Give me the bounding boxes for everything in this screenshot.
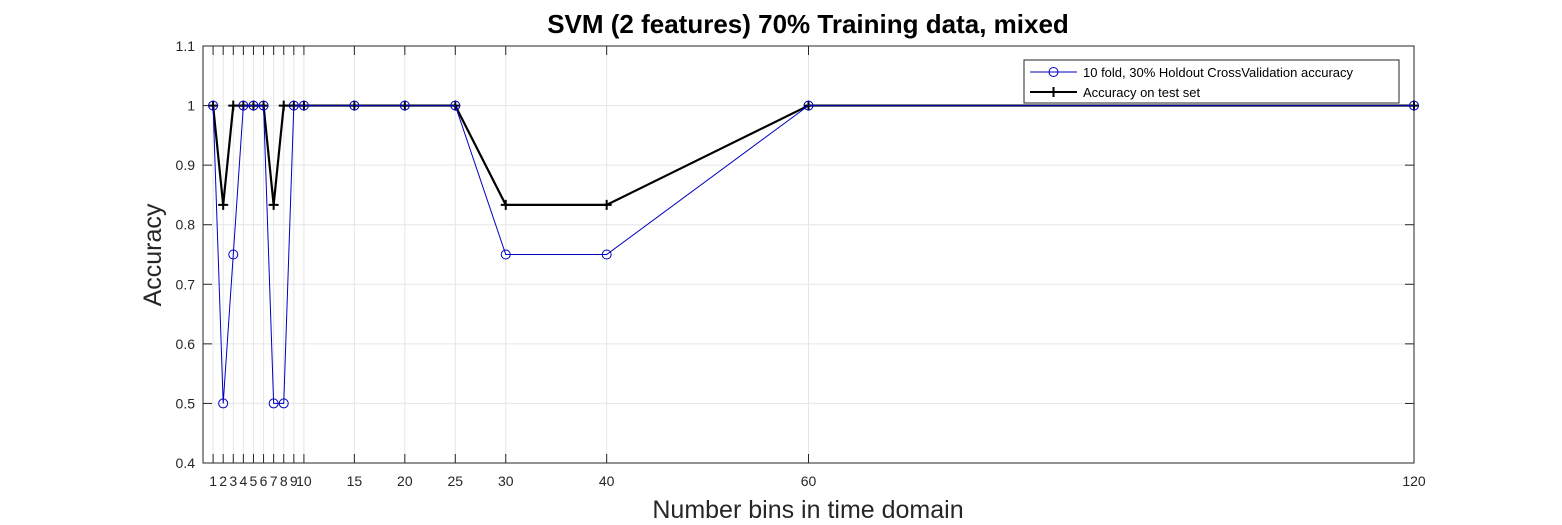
test-point — [268, 199, 279, 210]
test-point — [500, 199, 511, 210]
series-line-cv — [212, 105, 1414, 404]
cv-point — [500, 249, 511, 260]
x-tick-label: 5 — [250, 473, 258, 489]
cv-point — [238, 100, 249, 111]
cv-point — [208, 100, 219, 111]
cv-point — [248, 100, 259, 111]
cv-point — [298, 100, 309, 111]
x-tick-label: 7 — [270, 473, 278, 489]
x-tick-label: 120 — [1402, 473, 1426, 489]
cv-point — [399, 100, 410, 111]
x-tick-label: 2 — [219, 473, 227, 489]
y-tick-label: 0.7 — [176, 276, 196, 292]
test-point — [228, 100, 239, 111]
x-tick-label: 15 — [347, 473, 363, 489]
axes — [202, 45, 1415, 464]
legend-marker-test — [1048, 87, 1059, 97]
chart-title: SVM (2 features) 70% Training data, mixe… — [547, 9, 1069, 39]
cv-point — [278, 398, 289, 409]
x-tick-label: 30 — [498, 473, 514, 489]
test-point — [218, 199, 229, 210]
x-tick-label: 60 — [801, 473, 817, 489]
cv-point — [349, 100, 360, 111]
series-layer — [208, 100, 1419, 409]
cv-point — [218, 398, 229, 409]
legend-box — [1023, 59, 1400, 104]
y-tick-label: 0.6 — [176, 336, 196, 352]
test-point — [278, 100, 289, 111]
x-tick-labels: 1 2 3 4 5 6 7 8 910 15 20 25 30 40 60 120 — [209, 473, 1426, 489]
cv-point — [228, 249, 239, 260]
x-tick-label: 8 — [280, 473, 288, 489]
x-tick-label: 10 — [296, 473, 312, 489]
cv-point — [268, 398, 279, 409]
x-tick-label: 3 — [229, 473, 237, 489]
y-tick-label: 1 — [187, 98, 195, 114]
y-tick-label: 0.9 — [176, 157, 196, 173]
cv-point — [288, 100, 299, 111]
x-tick-label: 9 — [290, 473, 298, 489]
cv-point — [1409, 100, 1419, 111]
x-axis-label: Number bins in time domain — [652, 496, 963, 524]
cv-point — [258, 100, 269, 111]
legend: 10 fold, 30% Holdout CrossValidation acc… — [1023, 59, 1400, 104]
cv-point — [601, 249, 612, 260]
x-tick-label: 1 — [209, 473, 217, 489]
legend-marker-cv — [1048, 67, 1059, 77]
x-tick-label: 6 — [260, 473, 268, 489]
test-point — [601, 199, 612, 210]
legend-label-test: Accuracy on test set — [1083, 85, 1200, 100]
y-tick-labels: 0.4 0.5 0.6 0.7 0.8 0.9 1 1.1 — [176, 38, 196, 471]
x-tick-label: 20 — [397, 473, 413, 489]
y-tick-label: 0.8 — [176, 217, 196, 233]
x-tick-label: 40 — [599, 473, 615, 489]
y-axis-label: Accuracy — [139, 203, 167, 306]
cv-point — [450, 100, 461, 111]
legend-label-cv: 10 fold, 30% Holdout CrossValidation acc… — [1083, 65, 1354, 80]
y-tick-label: 0.5 — [176, 395, 196, 411]
cv-point — [803, 100, 814, 111]
x-tick-label: 4 — [239, 473, 247, 489]
y-tick-label: 0.4 — [176, 455, 196, 471]
x-tick-label: 25 — [448, 473, 464, 489]
y-tick-label: 1.1 — [176, 38, 196, 54]
